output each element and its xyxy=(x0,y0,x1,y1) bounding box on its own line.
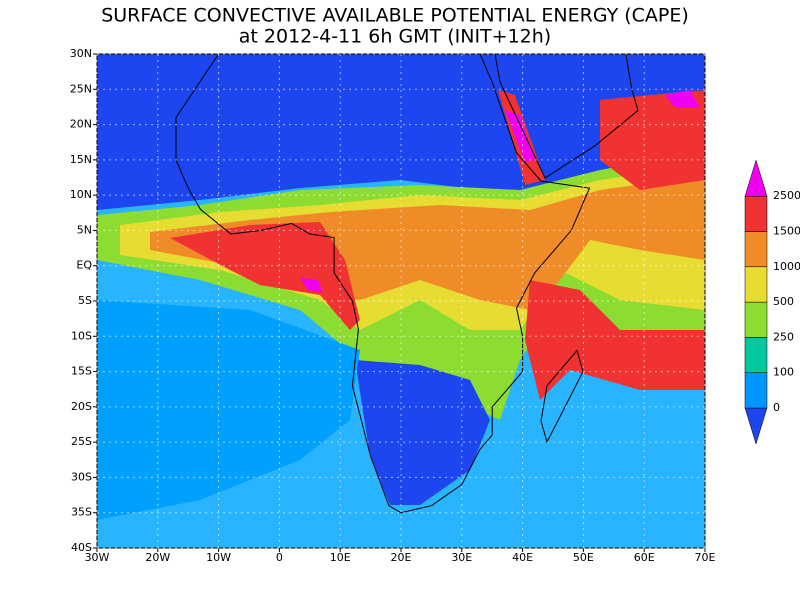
magenta-oman xyxy=(665,90,700,108)
x-tick-label: 20W xyxy=(145,551,170,564)
colorbar-label: 500 xyxy=(773,295,794,308)
y-tick-label: EQ xyxy=(76,259,92,272)
colorbar-low-triangle xyxy=(744,407,768,445)
colorbar-segment xyxy=(744,301,768,338)
x-tick-label: 70E xyxy=(695,551,716,564)
colorbar-segment xyxy=(744,195,768,232)
red-indian xyxy=(525,280,705,400)
x-tick-label: 40E xyxy=(512,551,533,564)
low-cape-south xyxy=(355,360,490,505)
red-gulf xyxy=(170,222,360,330)
x-tick-label: 20E xyxy=(391,551,412,564)
x-tick-label: 50E xyxy=(573,551,594,564)
colorbar-label: 1000 xyxy=(773,260,800,273)
x-tick-label: 30E xyxy=(451,551,472,564)
y-tick-label: 30N xyxy=(70,47,92,60)
x-tick-label: 60E xyxy=(634,551,655,564)
title: SURFACE CONVECTIVE AVAILABLE POTENTIAL E… xyxy=(101,5,689,27)
y-tick-label: 25S xyxy=(71,435,92,448)
colorbar-label: 100 xyxy=(773,366,794,379)
subtitle: at 2012-4-11 6h GMT (INIT+12h) xyxy=(239,26,551,48)
colorbar-segment xyxy=(744,372,768,409)
colorbar-label: 1500 xyxy=(773,225,800,238)
x-tick-label: 10E xyxy=(330,551,351,564)
colorbar-high-triangle xyxy=(744,159,768,197)
colorbar: 0 100 250 500 1000 1500 2500 xyxy=(744,159,800,445)
magenta-red-sea xyxy=(505,110,535,162)
y-tick-label: 20S xyxy=(71,400,92,413)
colorbar-segment xyxy=(744,337,768,373)
y-tick-label: 10N xyxy=(70,188,92,201)
colorbar-label: 0 xyxy=(773,401,780,414)
y-tick-label: 10S xyxy=(71,329,92,342)
south-atlantic xyxy=(97,300,360,520)
cape-field xyxy=(97,54,705,548)
colorbar-label: 2500 xyxy=(773,189,800,202)
colorbar-label: 250 xyxy=(773,330,794,343)
y-tick-label: 20N xyxy=(70,118,92,131)
madagascar xyxy=(540,349,584,444)
y-tick-label: 25N xyxy=(70,82,92,95)
africa-coast xyxy=(175,53,591,514)
y-tick-label: 15S xyxy=(71,365,92,378)
y-tick-label: 40S xyxy=(71,541,92,554)
x-tick-label: 10W xyxy=(206,551,231,564)
red-arabian-sea xyxy=(600,90,705,190)
y-tick-label: 35S xyxy=(71,506,92,519)
y-tick-label: 5N xyxy=(77,223,92,236)
y-tick-label: 15N xyxy=(70,153,92,166)
colorbar-segment xyxy=(744,231,768,268)
x-tick-label: 0 xyxy=(276,551,283,564)
axes: 30W 20W 10W 0 10E 20E 30E 40E 50E 60E 70E 40S 35S 30S… xyxy=(70,47,716,564)
y-tick-label: 30S xyxy=(71,470,92,483)
x-tick-label: 30W xyxy=(85,551,110,564)
colorbar-segment xyxy=(744,266,768,303)
magenta-gulf xyxy=(300,278,322,292)
y-tick-label: 5S xyxy=(78,294,92,307)
